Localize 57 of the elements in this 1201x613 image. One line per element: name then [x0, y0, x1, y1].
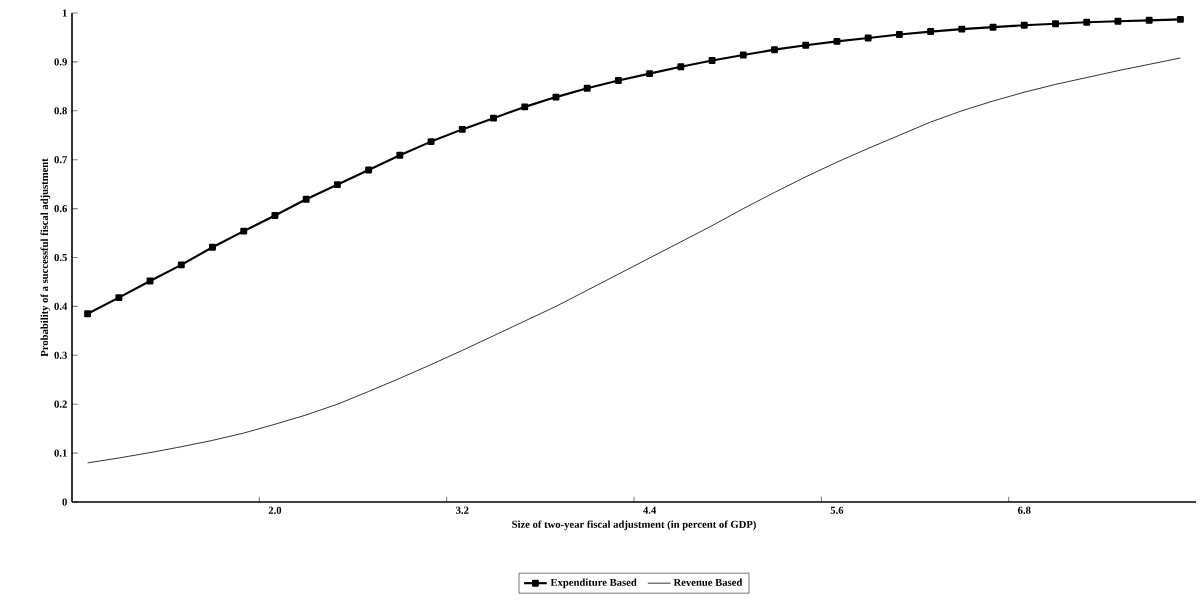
point	[177, 261, 185, 269]
point	[771, 46, 778, 54]
x-tick-label: 3.2	[456, 506, 469, 514]
point	[333, 181, 341, 189]
point	[739, 51, 747, 59]
y-tick-label: 0.1	[54, 449, 67, 457]
y-tick-label: 0	[62, 498, 67, 506]
point	[115, 294, 123, 302]
point	[833, 37, 841, 45]
x-tick-label: 6.8	[1018, 506, 1031, 514]
point	[864, 34, 872, 42]
point	[146, 277, 154, 285]
x-tick-label: 5.6	[830, 506, 844, 514]
point	[521, 103, 529, 111]
point	[1083, 18, 1091, 26]
point	[583, 84, 591, 92]
point	[958, 25, 966, 33]
y-tick-label: 0.4	[54, 302, 68, 310]
y-tick-label: 1	[62, 9, 67, 17]
point	[708, 56, 716, 64]
point	[614, 77, 622, 84]
x-tick-label: 2.0	[268, 506, 282, 514]
point	[802, 41, 810, 49]
point	[302, 195, 310, 203]
point	[458, 125, 466, 133]
y-tick-label: 0.9	[54, 58, 67, 66]
point	[1020, 21, 1028, 29]
point	[1052, 20, 1059, 28]
point	[552, 93, 560, 101]
y-tick-label: 0.2	[54, 400, 67, 408]
y-tick-label: 0.5	[54, 253, 67, 262]
x-axis-title: Size of two-year fiscal adjustment (in percent of GDP)	[512, 520, 756, 531]
point	[396, 151, 404, 159]
point	[1176, 15, 1184, 23]
y-tick-label: 0.8	[54, 107, 67, 115]
point	[989, 23, 997, 31]
point	[1114, 17, 1122, 25]
legend-label: Revenue Based	[673, 578, 743, 586]
point	[1145, 16, 1153, 24]
y-axis-title: Probability of a successful fiscal adjustment	[40, 158, 51, 357]
point	[677, 63, 685, 71]
point	[209, 243, 216, 251]
point	[490, 114, 497, 122]
legend-label: Expenditure Based	[550, 578, 637, 589]
y-tick-label: 0.6	[54, 204, 67, 213]
y-tick-label: 0.3	[54, 351, 67, 359]
x-tick-label: 4.4	[643, 506, 657, 514]
line-series	[87, 57, 1181, 464]
point	[240, 227, 248, 235]
point	[365, 166, 373, 174]
y-tick-label: 0.7	[54, 156, 68, 164]
point	[927, 28, 935, 36]
point	[84, 310, 92, 318]
point	[427, 138, 435, 146]
point	[646, 70, 654, 78]
point	[895, 31, 903, 38]
point	[271, 211, 279, 219]
